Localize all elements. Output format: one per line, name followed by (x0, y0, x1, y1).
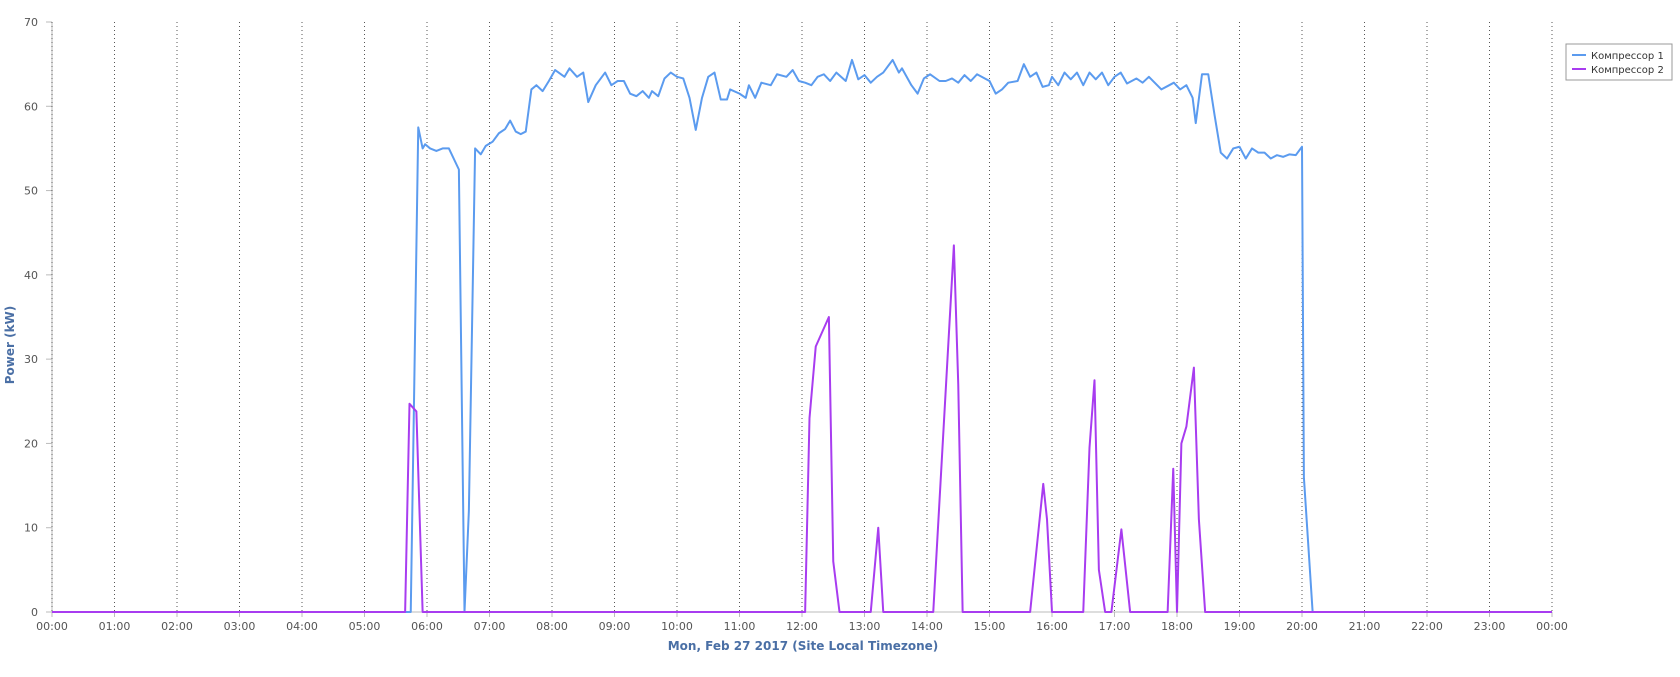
x-tick-label: 18:00 (1161, 620, 1193, 633)
x-tick-label: 21:00 (1349, 620, 1381, 633)
x-tick-label: 14:00 (911, 620, 943, 633)
x-axis-title: Mon, Feb 27 2017 (Site Local Timezone) (668, 639, 939, 653)
series-line (52, 244, 1552, 613)
x-tick-label: 01:00 (99, 620, 131, 633)
y-axis-title: Power (kW) (3, 306, 17, 385)
series-line (52, 58, 1552, 613)
legend-label: Компрессор 1 (1591, 51, 1664, 62)
x-tick-label: 17:00 (1099, 620, 1131, 633)
y-tick-label: 70 (24, 16, 38, 29)
x-tick-label: 22:00 (1411, 620, 1443, 633)
x-tick-label: 03:00 (224, 620, 256, 633)
y-tick-label: 30 (24, 353, 38, 366)
y-tick-label: 60 (24, 100, 38, 113)
x-tick-label: 15:00 (974, 620, 1006, 633)
y-tick-label: 50 (24, 185, 38, 198)
y-tick-label: 0 (31, 606, 38, 619)
x-tick-label: 02:00 (161, 620, 193, 633)
x-tick-label: 05:00 (349, 620, 381, 633)
legend-box (1565, 43, 1673, 81)
x-tick-label: 20:00 (1286, 620, 1318, 633)
y-tick-label: 40 (24, 269, 38, 282)
x-tick-label: 00:00 (1536, 620, 1568, 633)
x-tick-label: 10:00 (661, 620, 693, 633)
x-tick-label: 23:00 (1474, 620, 1506, 633)
y-tick-label: 10 (24, 522, 38, 535)
x-tick-label: 07:00 (474, 620, 506, 633)
legend-label: Компрессор 2 (1591, 65, 1664, 76)
x-tick-label: 11:00 (724, 620, 756, 633)
x-tick-label: 08:00 (536, 620, 568, 633)
x-tick-label: 06:00 (411, 620, 443, 633)
x-tick-label: 19:00 (1224, 620, 1256, 633)
x-tick-label: 04:00 (286, 620, 318, 633)
x-tick-label: 13:00 (849, 620, 881, 633)
x-tick-label: 00:00 (36, 620, 68, 633)
x-tick-label: 16:00 (1036, 620, 1068, 633)
y-tick-label: 20 (24, 437, 38, 450)
x-tick-label: 09:00 (599, 620, 631, 633)
x-tick-label: 12:00 (786, 620, 818, 633)
